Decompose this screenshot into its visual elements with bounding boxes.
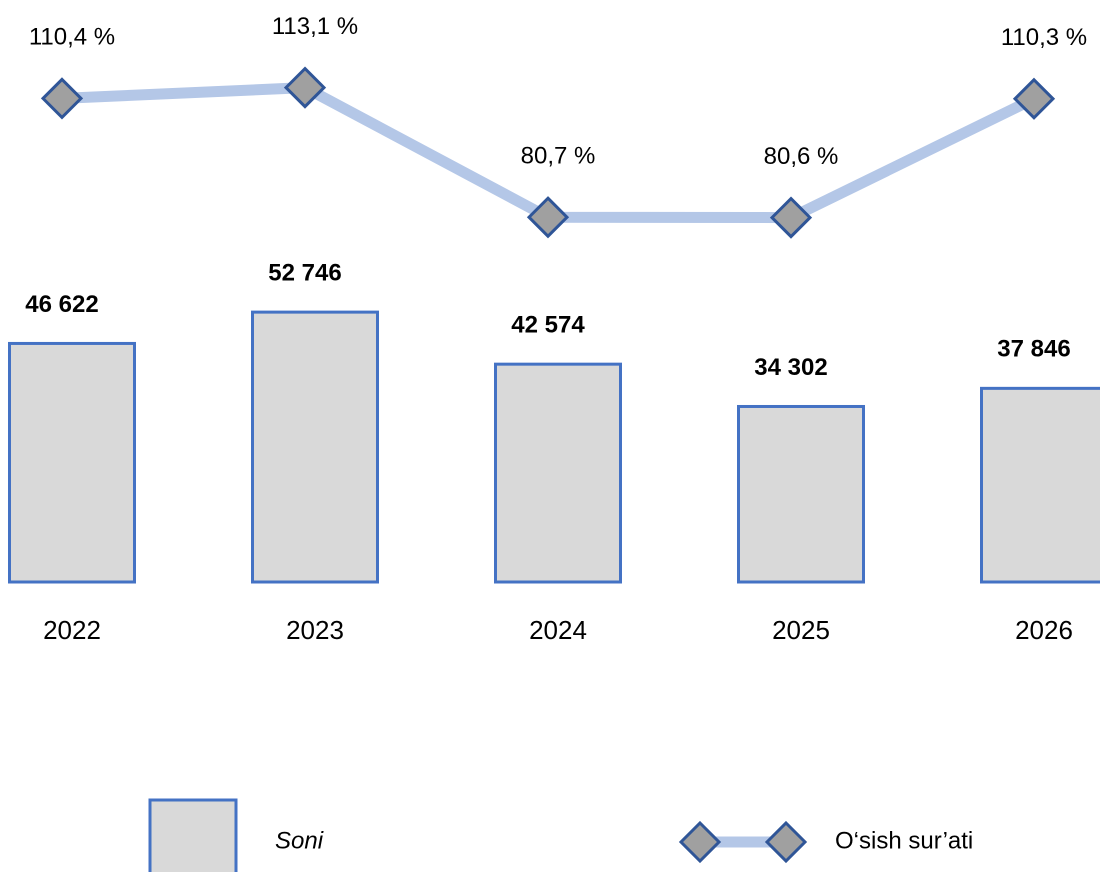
data-label: 80,6 %	[764, 143, 839, 170]
bar	[737, 404, 865, 584]
data-label: 34 302	[754, 354, 827, 381]
data-label: 80,7 %	[521, 143, 596, 170]
data-label: 113,1 %	[272, 13, 358, 40]
x-tick-label: 2023	[286, 615, 344, 645]
legend-label: Soni	[275, 827, 324, 854]
data-label: 46 622	[25, 291, 98, 318]
bar	[494, 362, 622, 584]
bar	[251, 310, 379, 584]
marker	[769, 196, 813, 239]
legend-marker	[764, 820, 808, 864]
marker	[1012, 77, 1056, 120]
x-tick-label: 2024	[529, 615, 587, 645]
marker	[40, 77, 84, 120]
x-tick-label: 2025	[772, 615, 830, 645]
data-label: 110,4 %	[29, 24, 115, 51]
data-label: 52 746	[268, 259, 341, 286]
marker	[283, 66, 327, 109]
legend-marker	[678, 820, 722, 864]
x-tick-label: 2026	[1015, 615, 1073, 645]
data-label: 37 846	[997, 336, 1070, 363]
data-label: 110,3 %	[1001, 24, 1087, 51]
legend-label: O‘sish sur’ati	[835, 827, 973, 854]
bar	[8, 341, 136, 584]
bar	[980, 386, 1100, 584]
marker	[526, 196, 570, 239]
data-label: 42 574	[511, 312, 585, 339]
legend-swatch	[148, 798, 238, 872]
x-tick-label: 2022	[43, 615, 101, 645]
